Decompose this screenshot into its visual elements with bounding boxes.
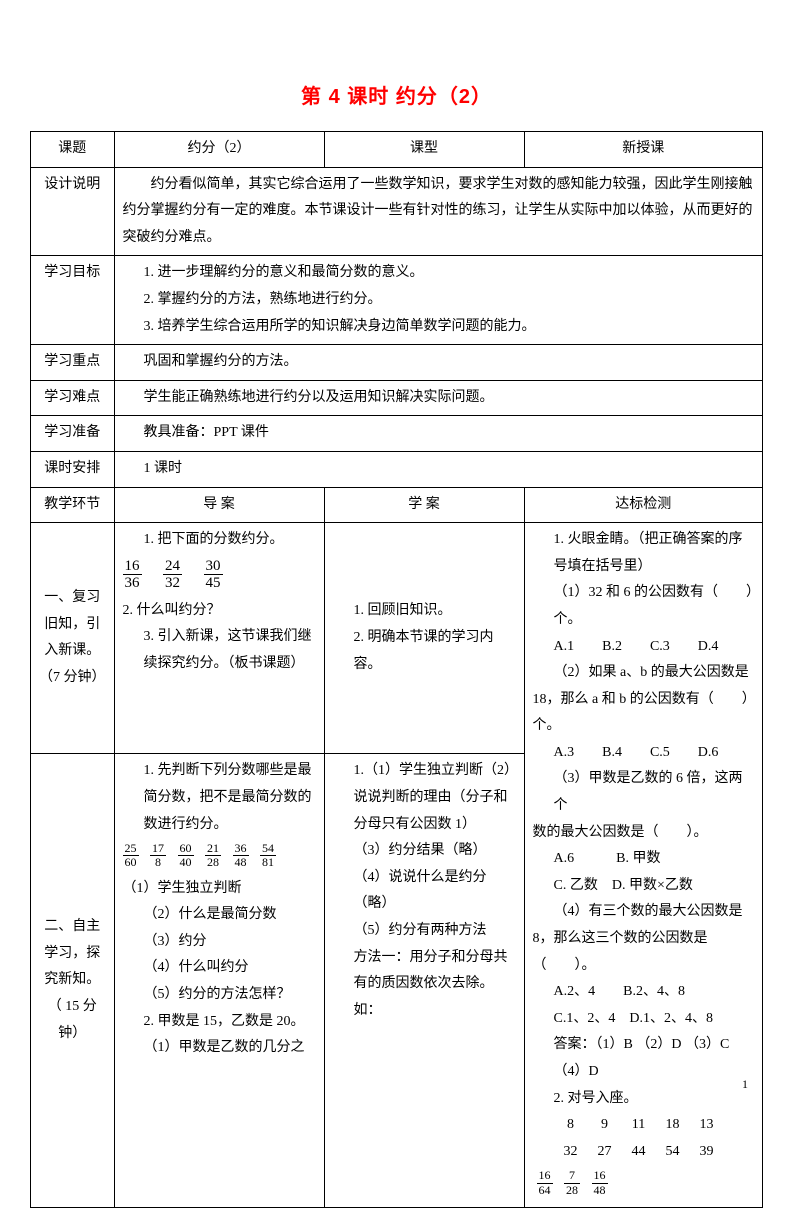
frac-7-28: 728 [564,1169,580,1196]
sec2-d4: （3）约分 [123,929,316,956]
check-q1-4-opts2: C.1、2、4 D.1、2、4、8 [533,1006,755,1033]
check-q1-title: 1. 火眼金睛。（把正确答案的序号填在括号里） [533,527,755,580]
sec2-d8: （1）甲数是乙数的几分之 [123,1035,316,1062]
check-q1-4b: 8，那么这三个数的公因数是（ ）。 [533,926,755,979]
sec1-x1: 1. 回顾旧知识。 [333,598,516,625]
check-num-row2: 3227445439 [533,1139,755,1166]
time-text: 1 课时 [114,451,763,487]
diff-text-content: 学生能正确熟练地进行约分以及运用知识解决实际问题。 [123,385,755,412]
focus-text: 巩固和掌握约分的方法。 [114,345,763,381]
frac-16-64: 1664 [537,1169,553,1196]
diff-label: 学习难点 [31,380,115,416]
prep-label: 学习准备 [31,416,115,452]
check-q2-title: 2. 对号入座。 [533,1086,755,1113]
sec1-l4: （7 分钟） [39,670,106,685]
time-text-content: 1 课时 [123,456,755,483]
sec1-d2: 2. 什么叫约分？ [123,598,316,625]
sec1-label: 一、复习 旧知，引 入新课。 （7 分钟） [31,523,115,754]
check-fracs: 1664 728 1648 [533,1165,755,1203]
sec1-l3: 入新课。 [44,643,100,658]
frac-16-48: 1648 [592,1169,608,1196]
sec1-l2: 旧知，引 [44,617,100,632]
sec2-daoan: 1. 先判断下列分数哪些是最简分数，把不是最简分数的数进行约分。 2560 17… [114,754,324,1207]
sec2-x5: 方法一：用分子和分母共有的质因数依次去除。如： [333,945,516,1025]
sec1-fracs: 1636 2432 3045 [123,554,316,598]
lesson-plan-table: 课题 约分（2） 课型 新授课 设计说明 约分看似简单，其实它综合运用了一些数学… [30,131,763,1208]
check-q1-1-opts: A.1 B.2 C.3 D.4 [533,634,755,661]
hdr-type-label: 课型 [324,132,524,168]
sec1-daoan: 1. 把下面的分数约分。 1636 2432 3045 2. 什么叫约分？ 3.… [114,523,324,754]
sec2-x2: （3）约分结果（略） [333,838,516,865]
env-label: 教学环节 [31,487,115,523]
design-text-content: 约分看似简单，其实它综合运用了一些数学知识，要求学生对数的感知能力较强，因此学生… [123,172,755,252]
check-q1-3b: 数的最大公因数是（ ）。 [533,820,755,847]
check-num-row1: 89111813 [533,1112,755,1139]
sec2-d3: （2）什么是最简分数 [123,902,316,929]
sec2-d7: 2. 甲数是 15，乙数是 20。 [123,1009,316,1036]
frac-54-81: 5481 [260,842,276,869]
check-q1-2b: 18，那么 a 和 b 的公因数有（ ）个。 [533,687,755,740]
sec1-x2: 2. 明确本节课的学习内容。 [333,625,516,678]
time-label: 课时安排 [31,451,115,487]
design-text: 约分看似简单，其实它综合运用了一些数学知识，要求学生对数的感知能力较强，因此学生… [114,167,763,256]
goal-label: 学习目标 [31,256,115,345]
goal-2: 2. 掌握约分的方法，熟练地进行约分。 [123,287,755,314]
frac-16-36: 1636 [123,558,142,592]
sec2-xuean: 1.（1）学生独立判断（2）说说判断的理由（分子和分母只有公因数 1） （3）约… [324,754,524,1207]
frac-17-8: 178 [150,842,166,869]
sec2-l4: （ 15 分 [48,999,97,1014]
focus-label: 学习重点 [31,345,115,381]
sec2-d5: （4）什么叫约分 [123,955,316,982]
sec2-l2: 学习，探 [44,946,100,961]
check-q1-3-opts1: A.6 B. 甲数 [533,846,755,873]
goal-1: 1. 进一步理解约分的意义和最简分数的意义。 [123,260,755,287]
hdr-topic: 约分（2） [114,132,324,168]
sec1-xuean: 1. 回顾旧知识。 2. 明确本节课的学习内容。 [324,523,524,754]
sec2-l5: 钟） [58,1026,86,1041]
check-q1-2a: （2）如果 a、b 的最大公因数是 [533,660,755,687]
check-q1-1: （1）32 和 6 的公因数有（ ）个。 [533,580,755,633]
sec2-x4: （5）约分有两种方法 [333,918,516,945]
sec2-x1: 1.（1）学生独立判断（2）说说判断的理由（分子和分母只有公因数 1） [333,758,516,838]
diff-text: 学生能正确熟练地进行约分以及运用知识解决实际问题。 [114,380,763,416]
check-q1-4a: （4）有三个数的最大公因数是 [533,899,755,926]
sec2-d1: 1. 先判断下列分数哪些是最简分数，把不是最简分数的数进行约分。 [123,758,316,838]
hdr-topic-label: 课题 [31,132,115,168]
prep-text-content: 教具准备：PPT 课件 [123,420,755,447]
env-check: 达标检测 [524,487,763,523]
focus-text-content: 巩固和掌握约分的方法。 [123,349,755,376]
env-xuean: 学 案 [324,487,524,523]
check-q1-3a: （3）甲数是乙数的 6 倍，这两个 [533,766,755,819]
sec2-label: 二、自主 学习，探 究新知。 （ 15 分 钟） [31,754,115,1207]
frac-24-32: 2432 [163,558,182,592]
check-column: 1. 火眼金睛。（把正确答案的序号填在括号里） （1）32 和 6 的公因数有（… [524,523,763,1208]
frac-30-45: 3045 [204,558,223,592]
sec1-d3: 3. 引入新课，这节课我们继续探究约分。（板书课题） [123,624,316,677]
frac-21-28: 2128 [205,842,221,869]
sec2-d6: （5）约分的方法怎样？ [123,982,316,1009]
page-number: 1 [742,1077,748,1092]
check-ans: 答案：（1）B （2）D （3）C （4）D [533,1032,755,1085]
sec1-d1: 1. 把下面的分数约分。 [123,527,316,554]
sec2-x3: （4）说说什么是约分（略） [333,865,516,918]
design-label: 设计说明 [31,167,115,256]
frac-25-60: 2560 [123,842,139,869]
goal-text: 1. 进一步理解约分的意义和最简分数的意义。 2. 掌握约分的方法，熟练地进行约… [114,256,763,345]
sec2-l1: 二、自主 [44,919,100,934]
goal-3: 3. 培养学生综合运用所学的知识解决身边简单数学问题的能力。 [123,314,755,341]
check-q1-2-opts: A.3 B.4 C.5 D.6 [533,740,755,767]
sec2-d2: （1）学生独立判断 [123,876,316,903]
hdr-type: 新授课 [524,132,763,168]
env-daoan: 导 案 [114,487,324,523]
prep-text: 教具准备：PPT 课件 [114,416,763,452]
frac-60-40: 6040 [178,842,194,869]
sec1-l1: 一、复习 [44,590,100,605]
check-q1-3-opts2: C. 乙数 D. 甲数×乙数 [533,873,755,900]
page-title: 第 4 课时 约分（2） [30,80,763,109]
sec2-l3: 究新知。 [44,972,100,987]
sec2-fracs: 2560 178 6040 2128 3648 5481 [123,838,316,876]
frac-36-48: 3648 [233,842,249,869]
check-q1-4-opts1: A.2、4 B.2、4、8 [533,979,755,1006]
